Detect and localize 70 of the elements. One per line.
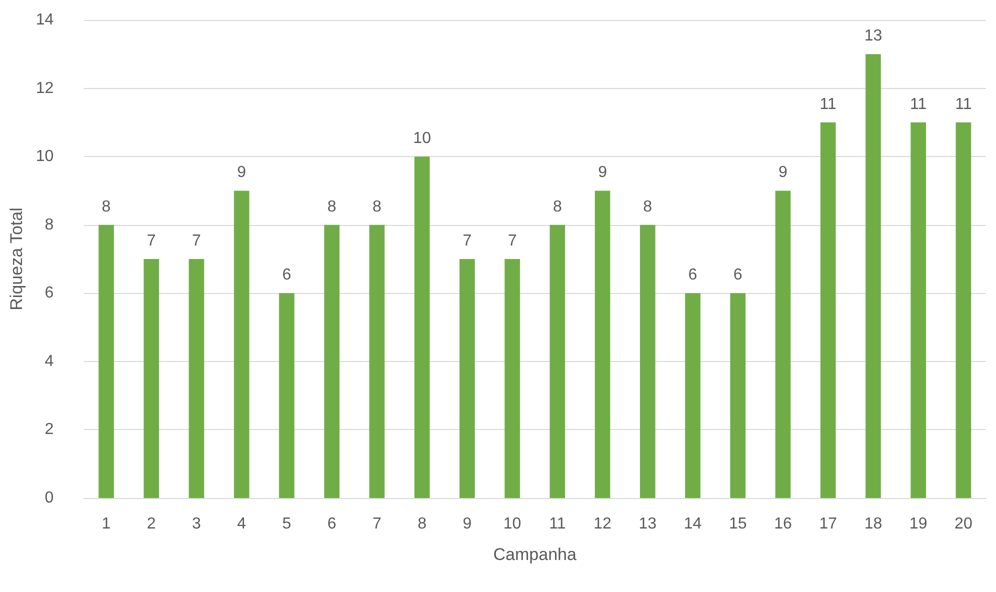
y-tick-label: 6	[44, 284, 54, 302]
bar	[414, 156, 430, 498]
data-label: 6	[688, 266, 698, 284]
data-label: 11	[910, 96, 927, 113]
y-tick-label: 14	[36, 12, 54, 28]
y-tick-label: 8	[44, 216, 54, 234]
x-tick-label: 2	[146, 516, 156, 532]
bar	[324, 224, 340, 498]
bar	[234, 190, 250, 498]
data-label: 6	[733, 266, 742, 284]
x-tick-label: 1	[102, 516, 111, 532]
data-label: 7	[508, 232, 517, 250]
x-tick-label: 13	[638, 516, 657, 532]
x-tick-label: 7	[372, 516, 382, 532]
bar	[866, 54, 881, 498]
bar	[594, 190, 610, 498]
data-label: 7	[146, 232, 156, 250]
data-label: 8	[102, 198, 111, 216]
bar	[369, 224, 385, 498]
data-label: 11	[820, 96, 837, 113]
data-label: 13	[864, 28, 882, 45]
data-label: 6	[282, 266, 292, 284]
data-label: 8	[552, 198, 562, 216]
data-label: 10	[413, 130, 432, 148]
bar	[98, 224, 114, 498]
y-tick-label: 10	[36, 148, 54, 166]
x-tick-label: 6	[327, 516, 336, 532]
y-tick-label: 12	[36, 80, 54, 97]
data-label: 8	[327, 198, 336, 216]
bar	[640, 224, 656, 498]
x-tick-label: 10	[503, 516, 522, 532]
bar	[820, 122, 836, 498]
y-axis-title: Riqueza Total	[7, 208, 26, 310]
data-label: 9	[598, 164, 608, 182]
bar	[504, 259, 520, 498]
x-tick-label: 16	[774, 516, 792, 532]
x-axis-title: Campanha	[493, 545, 577, 564]
x-tick-label: 11	[549, 516, 566, 532]
data-label: 8	[372, 198, 382, 216]
data-label: 8	[643, 198, 652, 216]
y-tick-label: 2	[44, 421, 54, 438]
x-tick-label: 3	[192, 516, 202, 532]
bar	[188, 259, 204, 498]
data-label: 9	[778, 164, 788, 182]
bar	[279, 293, 294, 498]
y-tick-label: 4	[44, 352, 54, 370]
bar	[685, 293, 700, 498]
bar	[775, 190, 791, 498]
y-tick-label: 0	[44, 490, 54, 506]
x-tick-label: 18	[864, 516, 882, 532]
data-label: 7	[192, 232, 202, 250]
data-label: 7	[462, 232, 472, 250]
x-tick-label: 14	[684, 516, 702, 532]
x-tick-label: 20	[954, 516, 972, 532]
bar	[144, 259, 160, 498]
bar	[550, 224, 566, 498]
bar	[956, 122, 972, 498]
x-tick-label: 17	[819, 516, 838, 532]
data-label: 11	[955, 96, 972, 113]
x-tick-label: 15	[728, 516, 747, 532]
bar	[910, 122, 926, 498]
x-tick-label: 12	[594, 516, 612, 532]
bar	[460, 259, 475, 498]
x-tick-label: 5	[282, 516, 292, 532]
x-tick-label: 8	[418, 516, 427, 532]
x-tick-label: 19	[909, 516, 928, 532]
x-tick-label: 4	[237, 516, 246, 532]
bar	[730, 293, 746, 498]
data-label: 9	[237, 164, 246, 182]
x-tick-label: 9	[462, 516, 472, 532]
